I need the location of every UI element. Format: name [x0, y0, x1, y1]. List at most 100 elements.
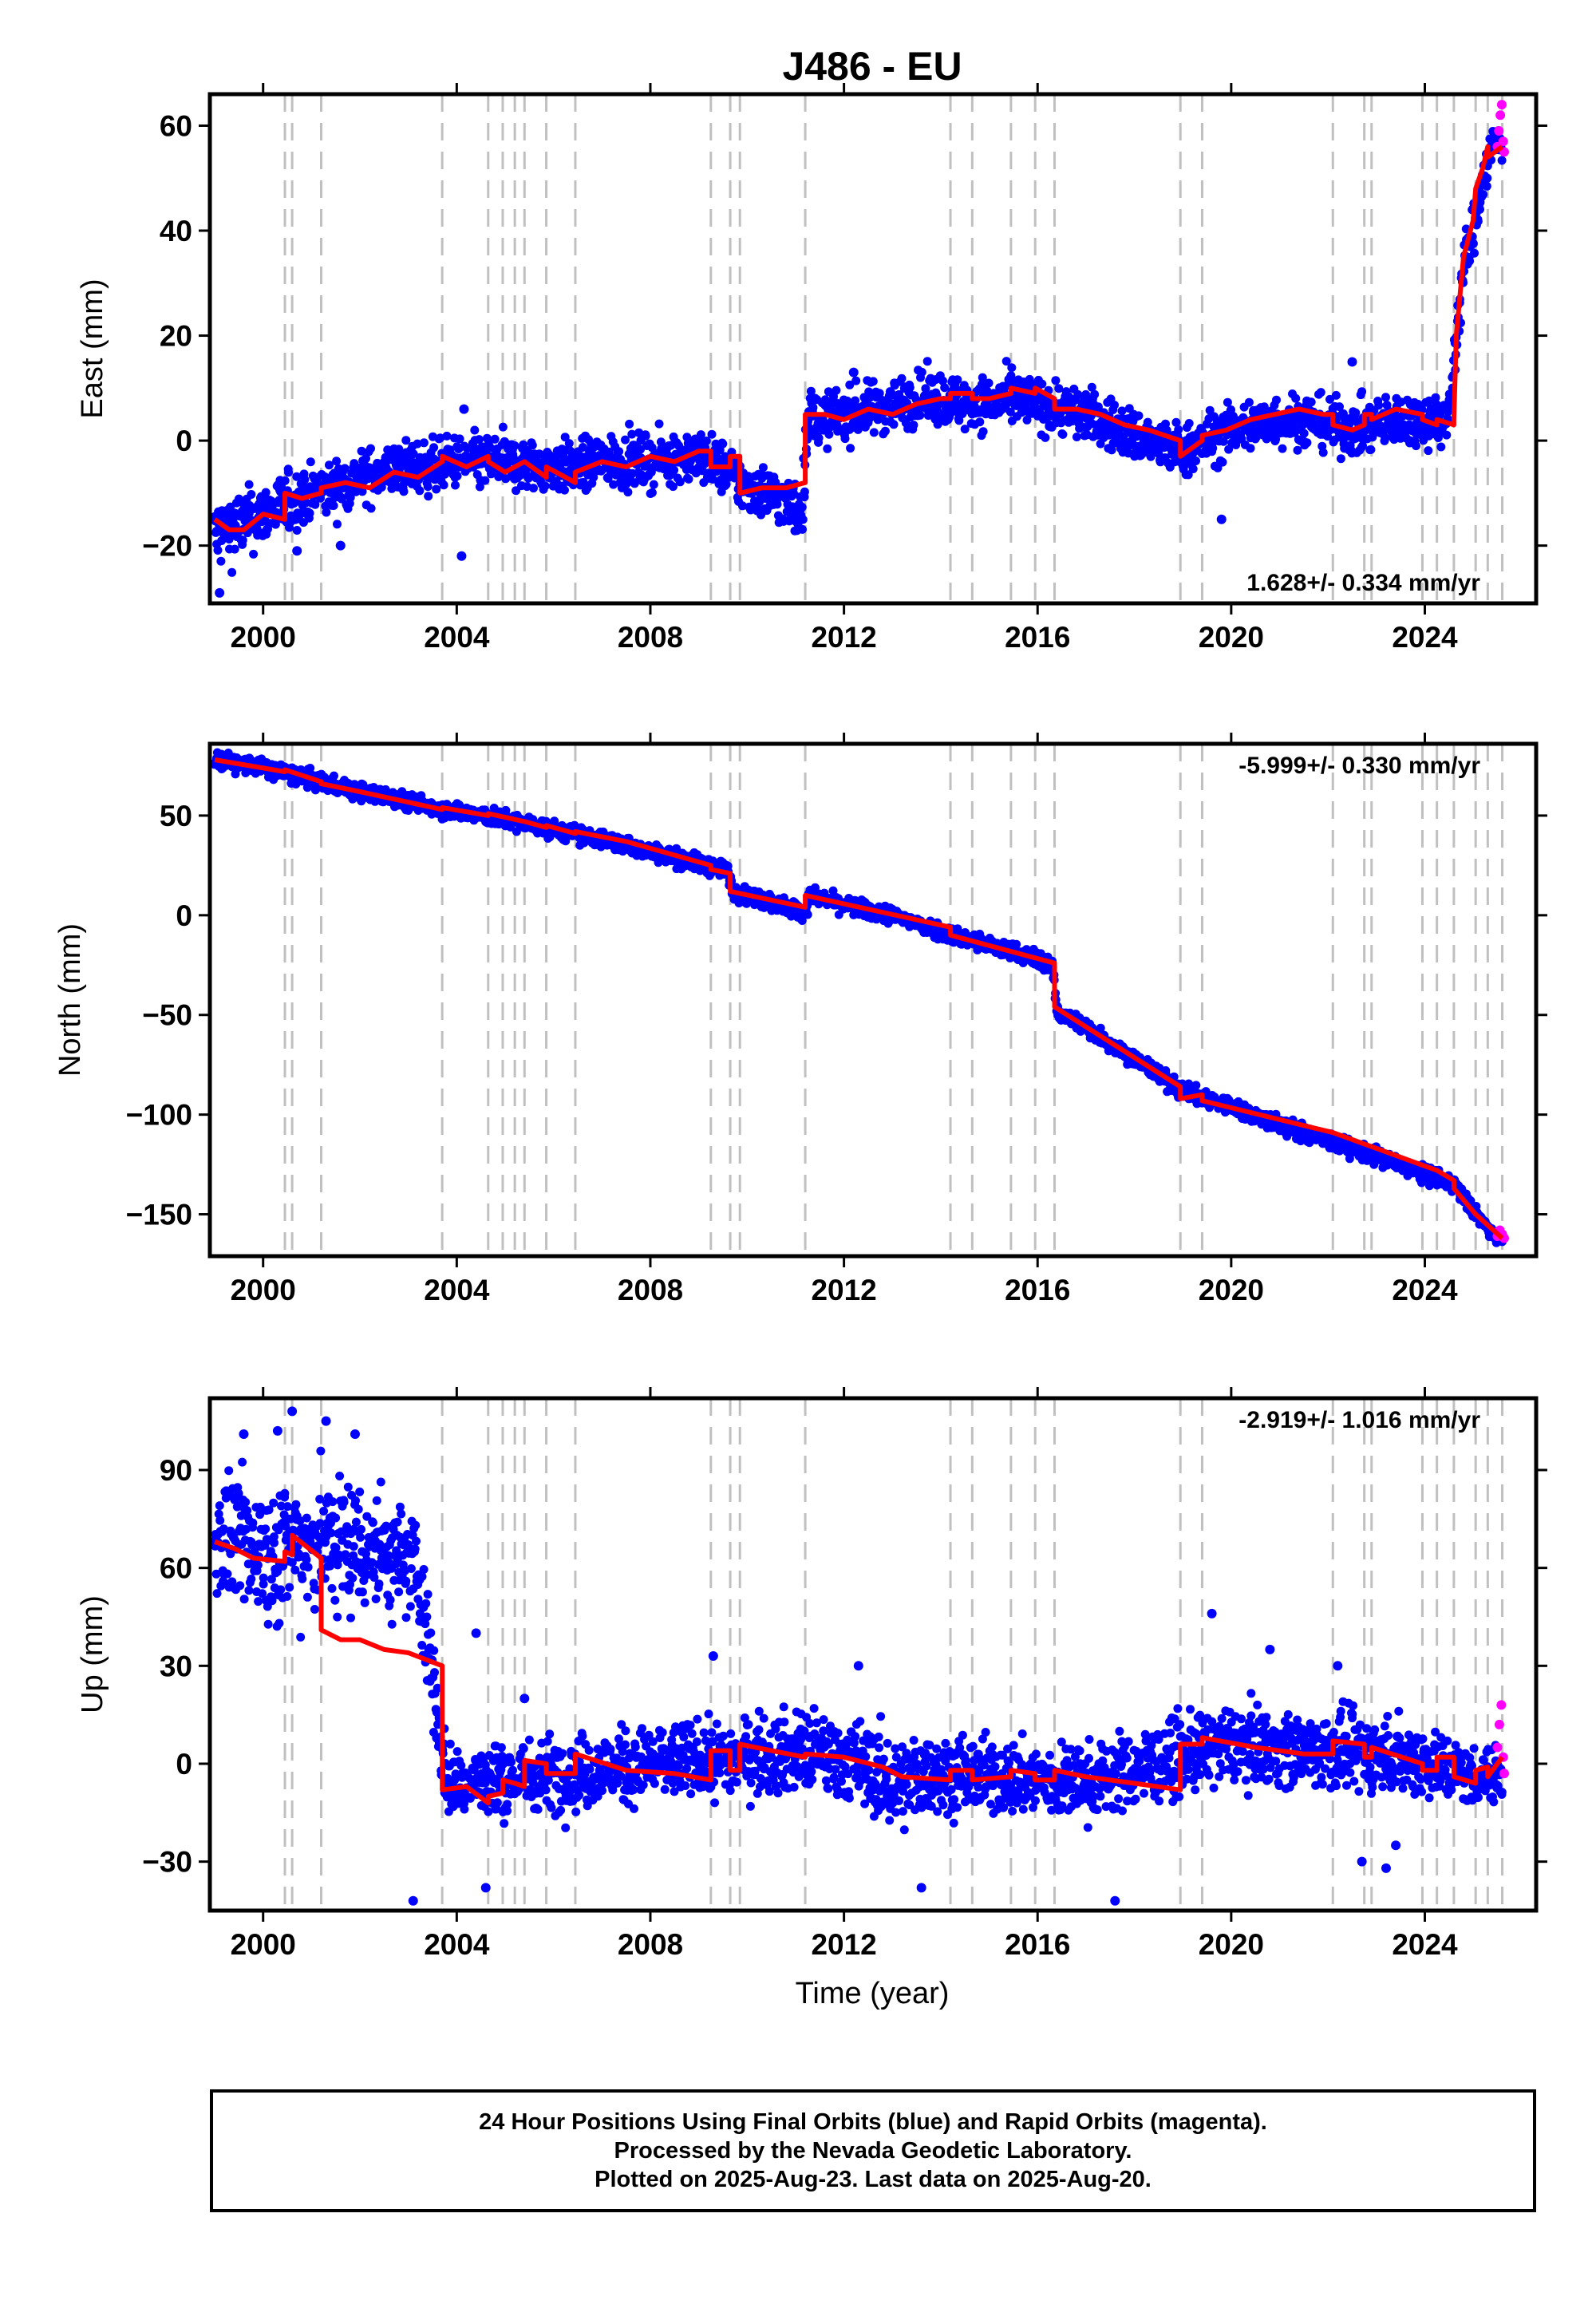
east-final-point-1636	[1081, 389, 1091, 399]
east-final-point-155	[292, 526, 302, 535]
east-final-point-1843	[1191, 456, 1200, 465]
east-final-point-1526	[1022, 415, 1032, 425]
east-final-point-508	[480, 476, 490, 485]
east-final-point-12	[216, 556, 226, 566]
east-plot-frame	[207, 92, 1539, 606]
east-final-point-657	[560, 485, 569, 495]
east-final-point-526	[490, 434, 500, 444]
east-final-point-799	[636, 445, 645, 454]
east-final-point-2046	[1299, 429, 1309, 438]
east-final-point-96	[261, 488, 271, 497]
east-final-point-1339	[922, 357, 932, 366]
east-outlier-point-0	[215, 587, 225, 598]
east-final-point-1585	[1054, 384, 1064, 393]
east-final-point-69	[247, 490, 256, 499]
east-final-point-229	[332, 456, 342, 466]
east-points	[210, 100, 1509, 598]
east-final-point-1275	[889, 420, 899, 429]
north-y-tick-label--150: −150	[126, 1199, 192, 1231]
east-final-point-178	[305, 508, 314, 518]
east-final-point-934	[707, 429, 717, 439]
east-final-point-2171	[1366, 445, 1376, 454]
east-rapid-point-4	[1498, 136, 1508, 147]
east-x-tick-label-2020: 2020	[1199, 621, 1264, 654]
east-final-point-1838	[1188, 464, 1198, 473]
east-final-point-2143	[1351, 408, 1361, 417]
east-final-point-2082	[1318, 448, 1328, 457]
east-final-point-1554	[1037, 379, 1047, 389]
east-final-point-771	[621, 435, 630, 445]
east-x-tick-label-2000: 2000	[231, 621, 296, 654]
east-final-point-393	[419, 438, 429, 448]
north-x-tick-label-2020: 2020	[1199, 1274, 1264, 1306]
east-final-point-325	[383, 445, 393, 455]
east-final-point-1290	[897, 373, 907, 383]
east-final-point-1442	[978, 373, 987, 382]
east-final-point-1105	[798, 515, 808, 524]
east-final-point-825	[649, 480, 658, 489]
east-final-point-460	[455, 434, 464, 444]
east-final-point-32	[227, 567, 237, 577]
east-final-point-1328	[917, 367, 926, 377]
east-rapid-point-1	[1494, 126, 1504, 136]
east-y-tick-label-20: 20	[160, 320, 192, 353]
east-outlier-point-2	[335, 540, 346, 551]
north-x-tick-label-2004: 2004	[424, 1274, 490, 1306]
east-outlier-point-7	[1347, 357, 1357, 367]
east-final-point-1437	[975, 417, 985, 427]
east-final-point-1383	[946, 408, 956, 417]
east-final-point-2199	[1381, 393, 1390, 402]
east-final-point-2376	[1476, 204, 1484, 214]
east-final-point-1443	[978, 427, 988, 437]
north-final-point-1506	[1012, 939, 1021, 949]
east-final-point-784	[627, 429, 637, 439]
east-final-point-518	[486, 443, 495, 453]
east-final-point-2094	[1325, 394, 1334, 404]
east-final-point-1869	[1205, 405, 1215, 415]
north-final-point-224	[330, 771, 338, 781]
east-final-point-53	[238, 536, 247, 545]
east-final-point-1495	[1005, 407, 1015, 417]
east-final-point-436	[442, 431, 452, 441]
figure-title: J486 - EU	[782, 44, 962, 89]
east-outlier-point-5	[848, 367, 859, 377]
east-final-point-2366	[1470, 248, 1479, 258]
east-final-point-401	[424, 492, 433, 501]
east-final-point-1454	[984, 378, 994, 388]
east-final-point-1313	[909, 421, 918, 430]
east-final-point-1124	[808, 403, 818, 413]
east-final-point-961	[721, 480, 731, 489]
east-rate-text: 1.628+/- 0.334 mm/yr	[1246, 570, 1480, 596]
east-final-point-822	[647, 488, 657, 497]
east-outlier-point-4	[459, 404, 469, 414]
east-model-line	[213, 144, 1504, 532]
east-final-point-276	[357, 446, 366, 456]
east-final-point-954	[718, 439, 728, 449]
east-final-point-779	[625, 419, 634, 429]
east-final-point-498	[475, 482, 484, 492]
east-final-point-2303	[1436, 442, 1446, 452]
east-final-point-2155	[1357, 387, 1367, 397]
east-final-point-223	[329, 501, 338, 510]
east-final-point-913	[696, 430, 705, 440]
east-final-point-2156	[1358, 441, 1367, 450]
east-final-point-1621	[1073, 389, 1083, 399]
east-final-point-64	[244, 480, 254, 489]
east-final-point-1154	[824, 429, 834, 439]
east-final-point-1103	[797, 503, 807, 512]
east-final-point-79	[252, 524, 262, 533]
east-final-point-132	[280, 476, 290, 485]
east-final-point-38	[230, 544, 239, 554]
east-final-point-2295	[1432, 400, 1441, 409]
north-x-tick-label-2000: 2000	[231, 1274, 296, 1306]
east-final-point-215	[325, 460, 334, 470]
east-outlier-point-1	[292, 546, 302, 556]
east-final-point-1874	[1208, 444, 1218, 453]
east-final-point-2034	[1293, 445, 1302, 455]
east-final-point-2389	[1482, 181, 1491, 191]
east-outlier-point-6	[1216, 514, 1227, 524]
east-final-point-154	[292, 472, 302, 481]
north-final-point-179	[306, 764, 315, 773]
east-final-point-1810	[1174, 425, 1183, 434]
